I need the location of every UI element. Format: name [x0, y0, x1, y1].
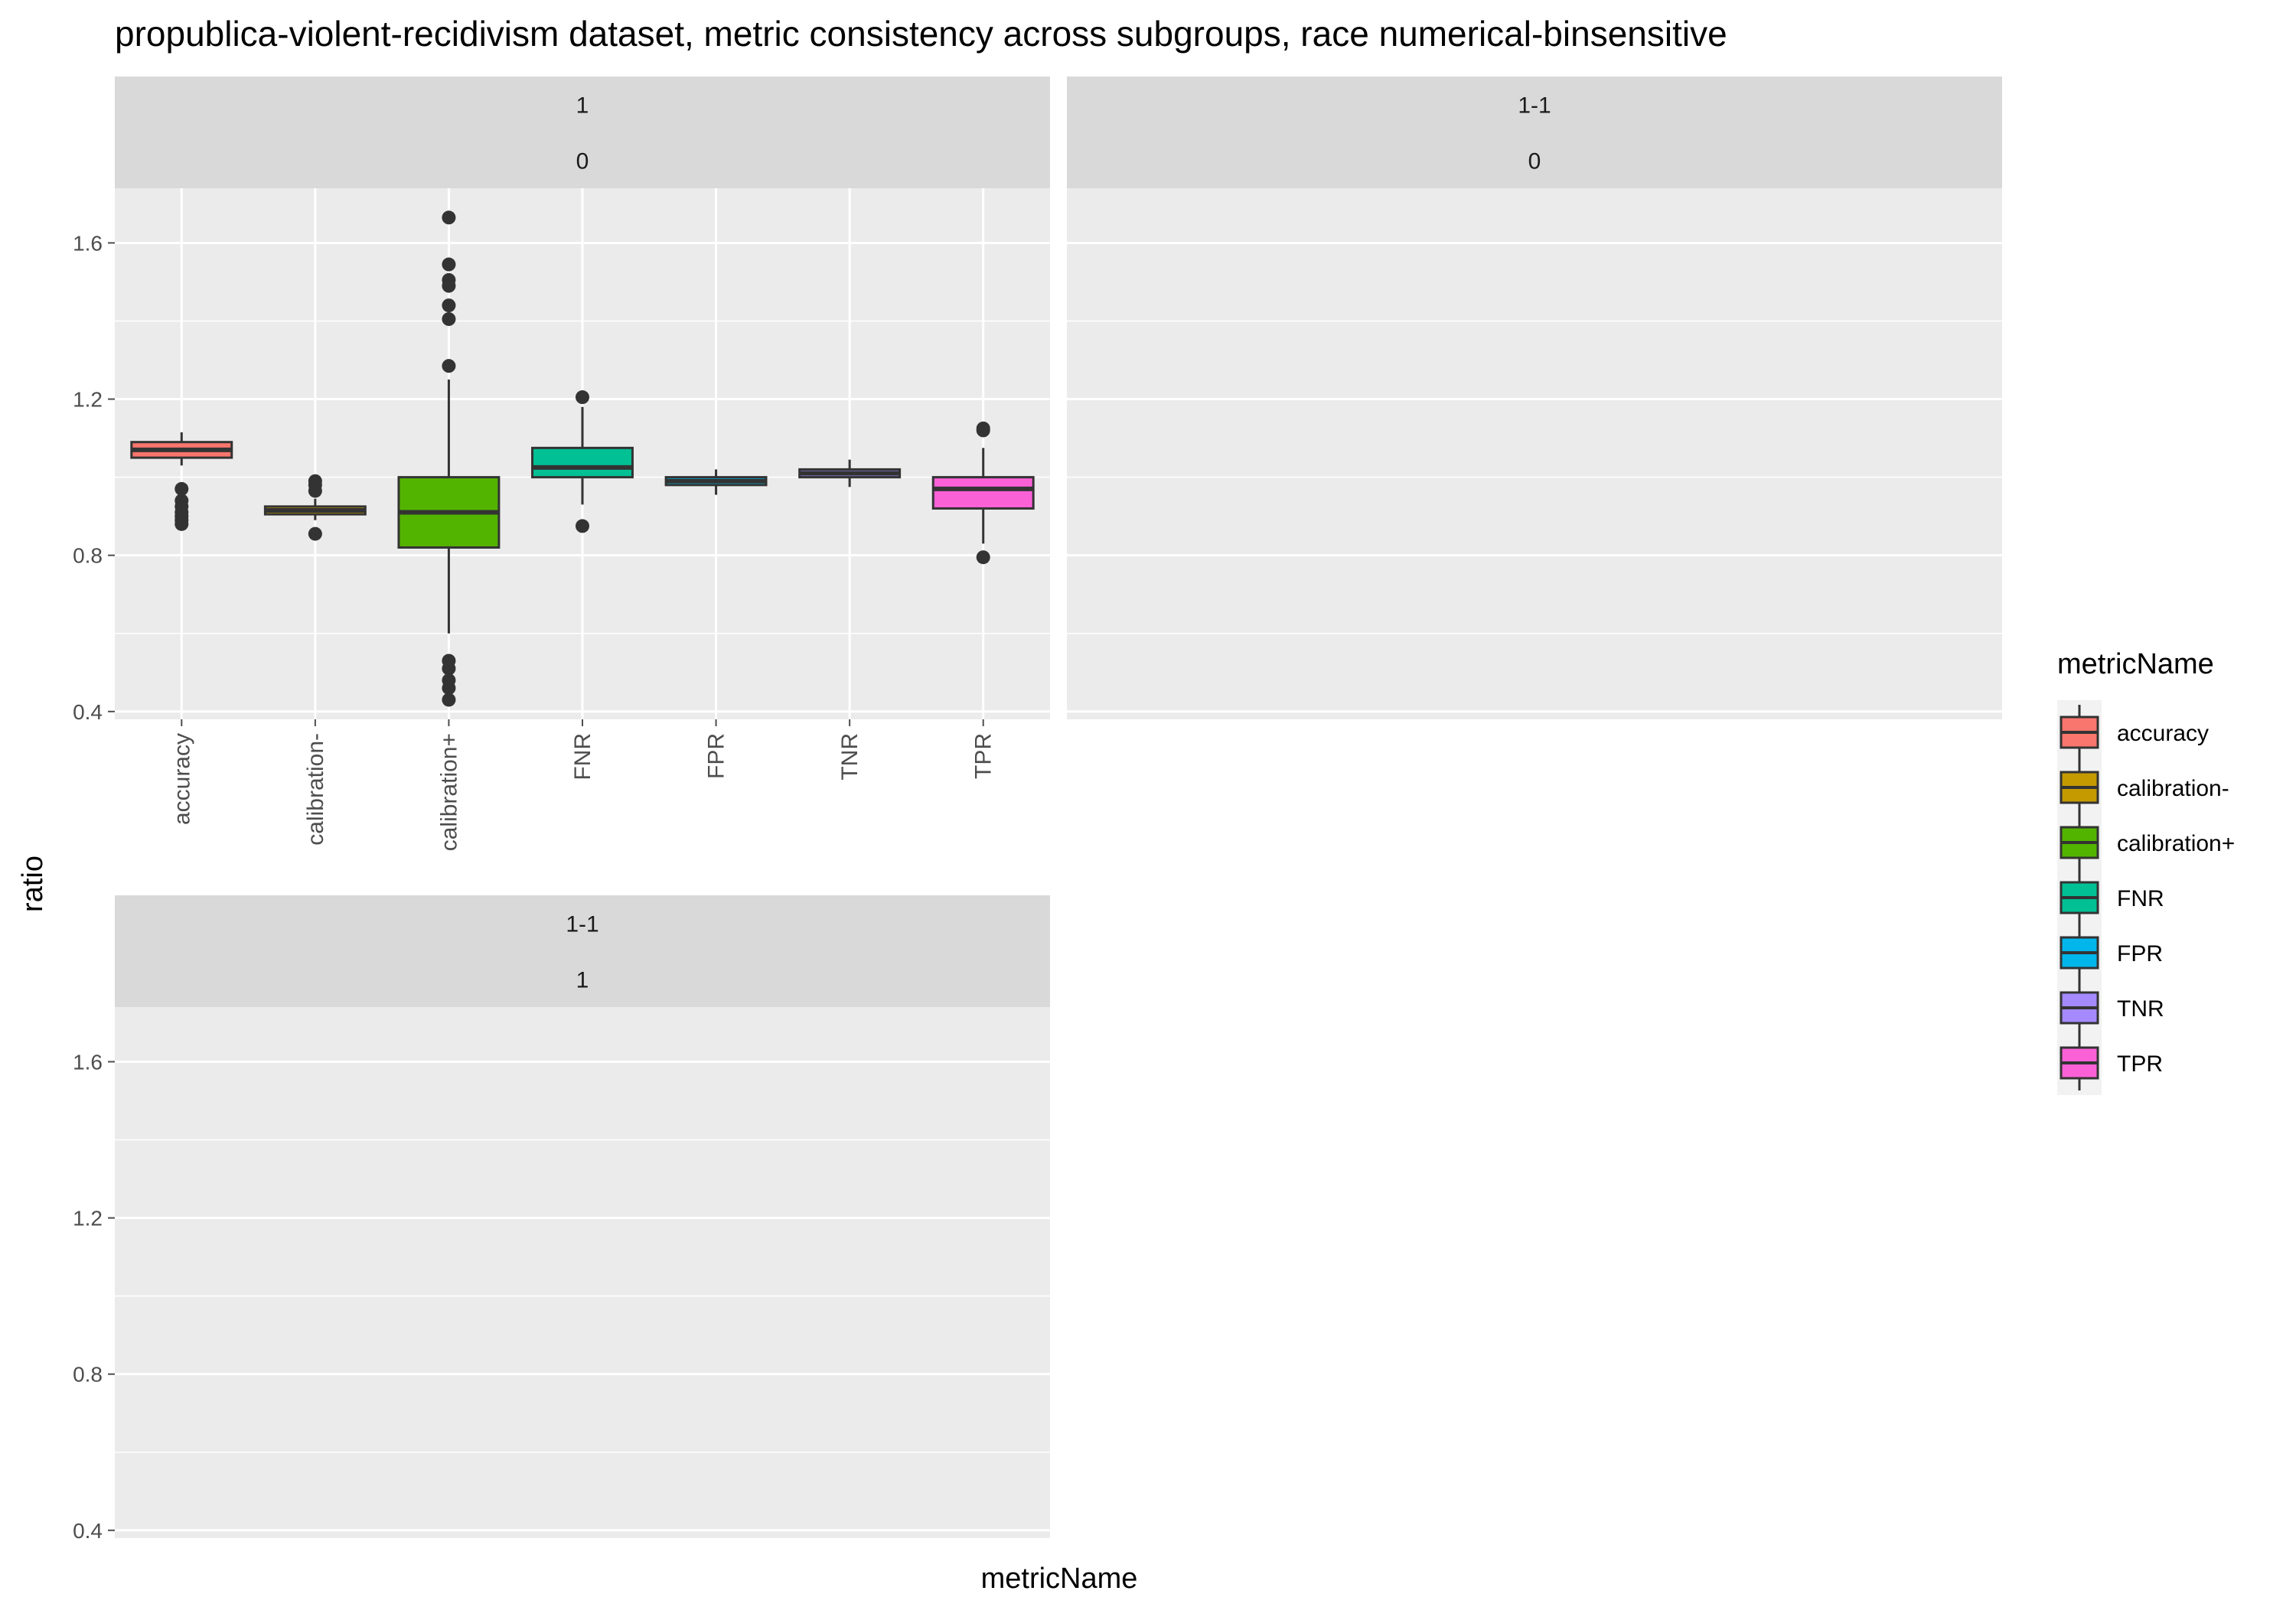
legend-label: TNR	[2117, 996, 2164, 1022]
facet-strip-label: 1-1	[1518, 93, 1551, 119]
legend-item-FPR: FPR	[2057, 925, 2163, 980]
box-TPR	[931, 421, 1035, 565]
facet-panel-1-0: 1 0 0.4 0.8 1.2 1.6 accuracy calibration-calibr…	[73, 77, 1050, 851]
box-calibration-	[263, 474, 367, 541]
y-tick-label: 1.6	[73, 231, 103, 255]
legend-label: FPR	[2117, 941, 2163, 966]
outlier-point	[174, 481, 189, 496]
outlier-point	[576, 390, 589, 405]
legend-item-calibration+: calibration+	[2057, 815, 2235, 870]
y-axis-title: ratio	[17, 856, 49, 912]
y-tick-label: 1.2	[73, 388, 103, 412]
outlier-point	[442, 257, 456, 272]
legend-item-calibration-: calibration-	[2057, 760, 2229, 815]
outlier-point	[442, 693, 456, 707]
facet-strip	[115, 895, 1050, 1007]
legend: metricName accuracy calibration-calibrati…	[2057, 648, 2235, 1095]
x-axis-title: metricName	[981, 1563, 1138, 1595]
x-tick-label: calibration-	[303, 733, 328, 846]
y-tick-label: 0.4	[73, 1519, 103, 1543]
outlier-point	[576, 519, 589, 533]
legend-items: accuracy calibration-calibration+ FNR FPR TN…	[2057, 700, 2235, 1095]
legend-label: accuracy	[2117, 721, 2209, 746]
plot-background	[1067, 188, 2002, 719]
box-TNR	[798, 459, 902, 487]
y-tick-label: 1.2	[73, 1207, 103, 1231]
x-tick-label: calibration+	[436, 733, 461, 851]
legend-title: metricName	[2057, 648, 2214, 680]
box-calibration+	[397, 210, 501, 707]
box-body	[531, 446, 634, 479]
facet-strip-label: 1	[576, 968, 589, 993]
legend-item-TPR: TPR	[2057, 1035, 2163, 1090]
x-tick-label: TPR	[971, 733, 996, 779]
facet-strip	[1067, 77, 2002, 188]
x-tick-label: accuracy	[169, 733, 194, 825]
outlier-point	[976, 423, 990, 438]
facet-strip-label: 0	[1528, 149, 1541, 174]
outlier-point	[442, 681, 456, 696]
box-FPR	[664, 469, 768, 495]
outlier-point	[442, 311, 456, 326]
legend-item-FNR: FNR	[2057, 870, 2164, 925]
outlier-point	[442, 210, 456, 225]
outlier-point	[442, 279, 456, 293]
outlier-point	[174, 517, 189, 531]
facet-strip-label: 1	[576, 93, 589, 119]
outlier-point	[442, 359, 456, 373]
box-accuracy	[130, 432, 233, 531]
y-tick-label: 0.8	[73, 544, 103, 568]
y-tick-label: 0.8	[73, 1363, 103, 1387]
chart-title: propublica-violent-recidivism dataset, m…	[115, 14, 1727, 54]
facet-panel-1-1-0: 1-1 0	[1067, 77, 2002, 719]
x-tick-label: FNR	[570, 733, 595, 781]
facet-strip-label: 0	[576, 149, 589, 174]
y-tick-label: 0.4	[73, 700, 103, 724]
outlier-point	[442, 661, 456, 676]
box-body	[931, 476, 1035, 510]
facet-strip-label: 1-1	[566, 912, 598, 937]
outlier-point	[308, 484, 322, 498]
legend-label: TPR	[2117, 1051, 2163, 1077]
legend-label: FNR	[2117, 886, 2164, 911]
outlier-point	[976, 550, 990, 565]
legend-item-TNR: TNR	[2057, 980, 2164, 1035]
facet-panel-1-1-1: 1-1 1 0.4 0.8 1.2 1.6	[73, 895, 1050, 1543]
legend-item-accuracy: accuracy	[2057, 705, 2209, 760]
x-tick-label: FPR	[704, 733, 729, 779]
plot-background	[115, 1007, 1050, 1538]
outlier-point	[442, 298, 456, 313]
legend-label: calibration+	[2117, 831, 2235, 856]
x-tick-label: TNR	[837, 733, 863, 781]
box-FNR	[531, 390, 634, 533]
facet-strip	[115, 77, 1050, 188]
legend-label: calibration-	[2117, 776, 2229, 801]
y-tick-label: 1.6	[73, 1050, 103, 1074]
outlier-point	[308, 526, 322, 541]
